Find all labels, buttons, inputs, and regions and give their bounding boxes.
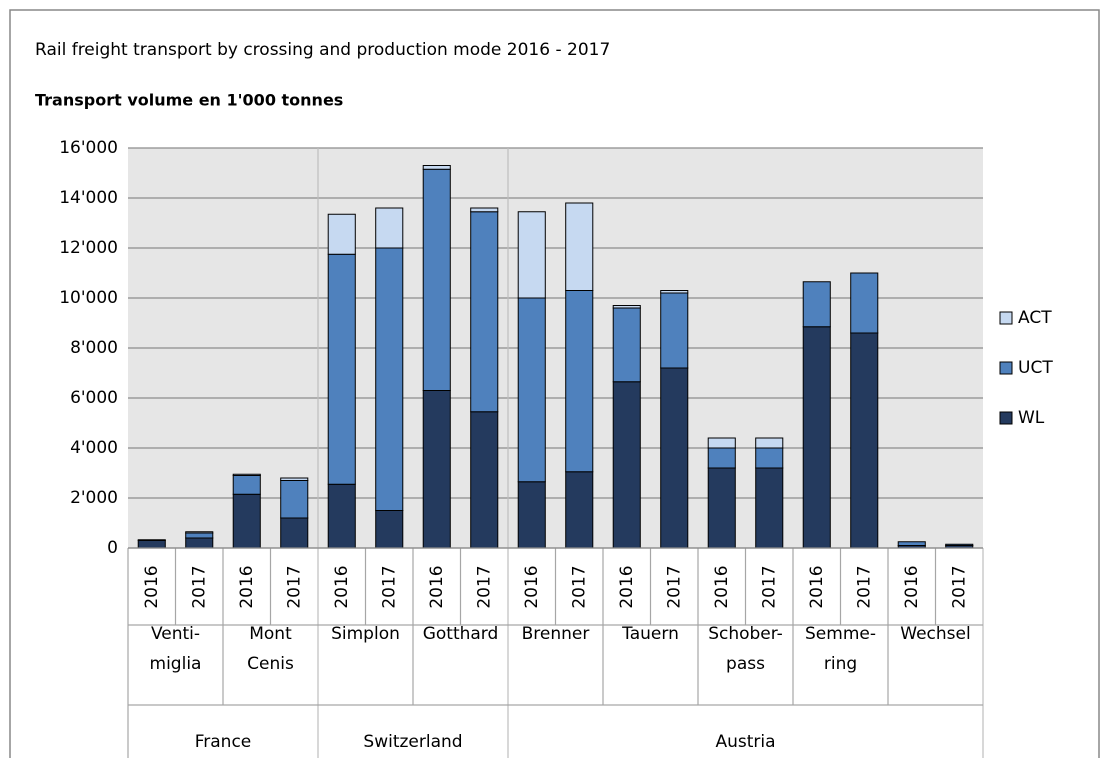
x-tick-label: 2016: [807, 565, 827, 608]
legend-label: WL: [1018, 408, 1045, 428]
country-label: Switzerland: [363, 732, 462, 752]
x-tick-label: 2017: [189, 565, 209, 608]
crossing-label: Gotthard: [423, 624, 499, 644]
bar-segment: [755, 467, 784, 549]
bar-segment: [945, 543, 974, 546]
x-tick-label: 2017: [569, 565, 589, 608]
bar-segment: [470, 211, 499, 413]
bar-segment: [327, 213, 356, 255]
bar-segment: [517, 481, 546, 549]
bar-segment: [137, 539, 166, 541]
bar-segment: [375, 207, 404, 249]
crossing-label: Schober-: [708, 624, 783, 644]
crossing-label: miglia: [150, 654, 202, 674]
bar-segment: [327, 253, 356, 485]
crossing-label: Simplon: [331, 624, 400, 644]
bar-segment: [232, 493, 261, 549]
bar-segment: [185, 532, 214, 539]
x-tick-label: 2016: [712, 565, 732, 608]
y-tick-label: 8'000: [70, 338, 118, 358]
bar-segment: [185, 531, 214, 534]
chart-title: Rail freight transport by crossing and p…: [35, 40, 610, 60]
bar-segment: [707, 437, 736, 449]
bar-segment: [612, 307, 641, 383]
country-label: Austria: [715, 732, 775, 752]
bar-segment: [660, 367, 689, 549]
y-tick-label: 14'000: [59, 188, 118, 208]
crossing-label: Brenner: [522, 624, 590, 644]
bar-segment: [565, 202, 594, 291]
country-label: France: [195, 732, 252, 752]
bar-segment: [850, 332, 879, 549]
bar-segment: [612, 305, 641, 309]
x-tick-label: 2016: [617, 565, 637, 608]
x-tick-label: 2017: [854, 565, 874, 608]
crossing-label: Mont: [249, 624, 292, 644]
y-tick-label: 16'000: [59, 138, 118, 158]
y-tick-label: 6'000: [70, 388, 118, 408]
crossing-label: Cenis: [247, 654, 294, 674]
y-tick-label: 12'000: [59, 238, 118, 258]
bar-segment: [280, 517, 309, 549]
bar-segment: [755, 437, 784, 449]
bar-segment: [517, 211, 546, 299]
x-tick-label: 2016: [522, 565, 542, 608]
crossing-label: Semme-: [805, 624, 876, 644]
y-tick-label: 10'000: [59, 288, 118, 308]
bar-segment: [232, 473, 261, 476]
y-tick-label: 4'000: [70, 438, 118, 458]
crossing-label: Tauern: [621, 624, 679, 644]
bar-segment: [280, 477, 309, 481]
legend-swatch: [999, 361, 1013, 375]
bar-segment: [802, 326, 831, 549]
bar-segment: [660, 292, 689, 369]
bar-segment: [565, 471, 594, 549]
x-tick-label: 2017: [759, 565, 779, 608]
crossing-label: Venti-: [151, 624, 200, 644]
bar-segment: [897, 541, 926, 546]
bar-segment: [422, 165, 451, 170]
bar-segment: [707, 447, 736, 469]
crossing-label: ring: [824, 654, 857, 674]
bar-segment: [565, 290, 594, 473]
bar-segment: [232, 475, 261, 495]
bar-segment: [422, 390, 451, 549]
legend-swatch: [999, 311, 1013, 325]
x-tick-label: 2017: [949, 565, 969, 608]
bar-segment: [707, 467, 736, 549]
bar-segment: [755, 447, 784, 469]
bar-segment: [470, 207, 499, 213]
bar-segment: [375, 247, 404, 511]
bar-segment: [375, 510, 404, 549]
bar-segment: [850, 272, 879, 334]
legend-label: ACT: [1018, 308, 1052, 328]
bar-segment: [280, 480, 309, 519]
x-tick-label: 2016: [237, 565, 257, 608]
bar-segment: [422, 168, 451, 391]
legend-label: UCT: [1018, 358, 1053, 378]
crossing-label: pass: [726, 654, 765, 674]
y-tick-label: 2'000: [70, 488, 118, 508]
x-tick-label: 2017: [664, 565, 684, 608]
bar-segment: [185, 537, 214, 549]
bar-segment: [612, 381, 641, 549]
x-tick-label: 2016: [902, 565, 922, 608]
x-tick-label: 2017: [474, 565, 494, 608]
x-tick-label: 2016: [332, 565, 352, 608]
bar-segment: [802, 281, 831, 328]
crossing-label: Wechsel: [900, 624, 970, 644]
x-tick-label: 2016: [427, 565, 447, 608]
bar-segment: [470, 411, 499, 549]
x-tick-label: 2017: [284, 565, 304, 608]
y-tick-label: 0: [107, 538, 118, 558]
x-tick-label: 2017: [379, 565, 399, 608]
bar-segment: [327, 483, 356, 549]
x-tick-label: 2016: [142, 565, 162, 608]
bar-segment: [517, 297, 546, 483]
bar-segment: [660, 290, 689, 294]
bar-segment: [137, 540, 166, 549]
legend-swatch: [999, 411, 1013, 425]
chart-subtitle: Transport volume en 1'000 tonnes: [35, 91, 343, 110]
